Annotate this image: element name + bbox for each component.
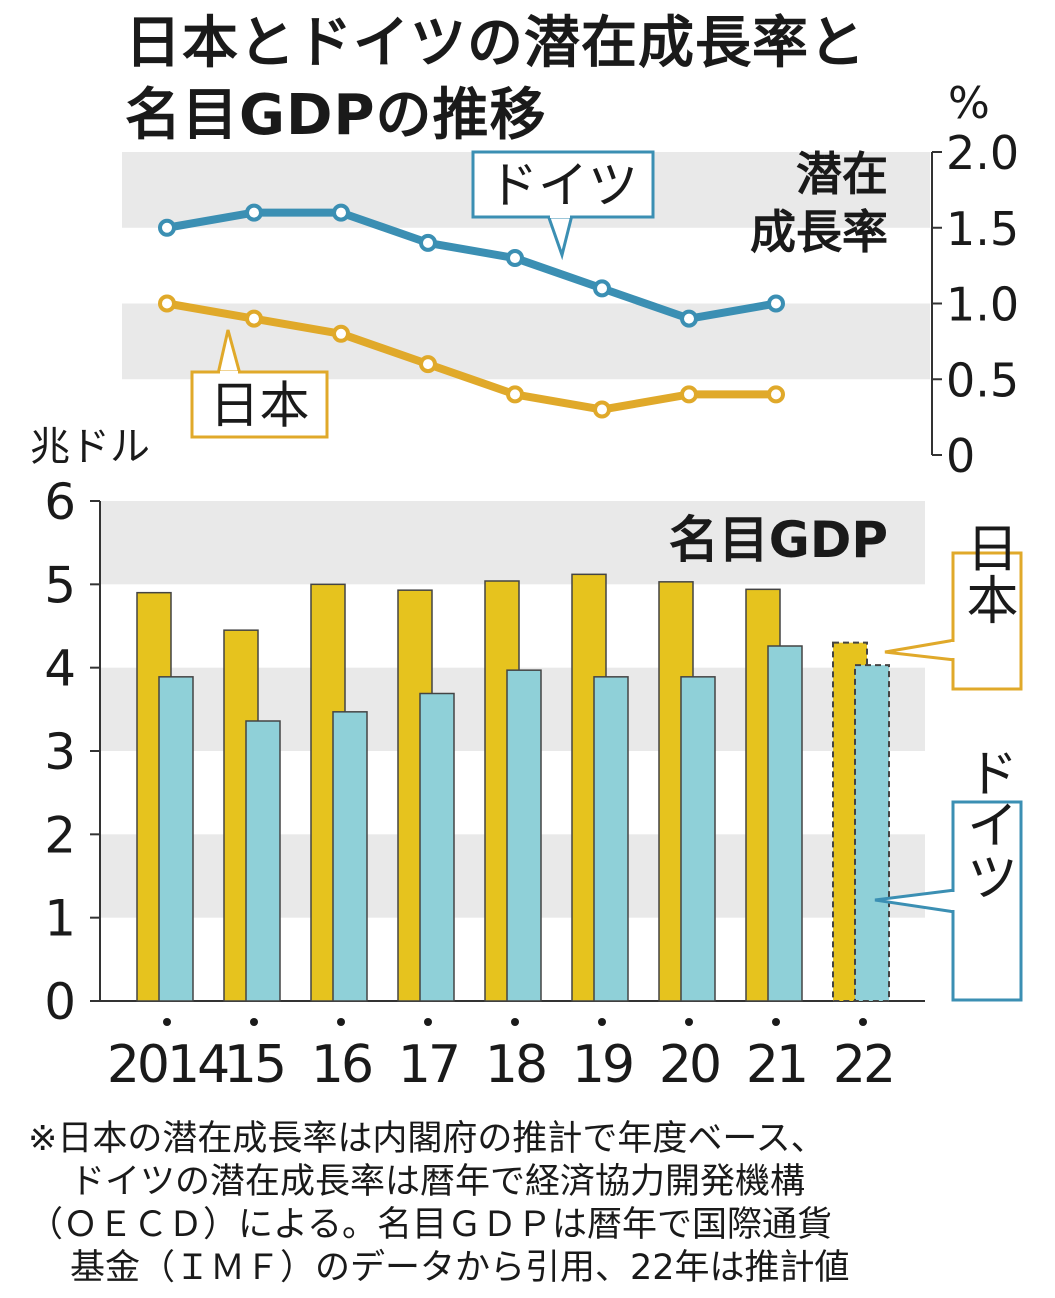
bar-x-tick-dot [772, 1018, 780, 1026]
bar-germany-18 [506, 669, 542, 1002]
bar-legend-japan-label: 日本 [957, 521, 1017, 625]
line-y-unit: % [948, 78, 990, 129]
bar-germany-16 [332, 711, 368, 1002]
line-legend-japan-label: 日本 [210, 377, 310, 435]
bar-germany-19 [593, 676, 629, 1002]
line-y-tick-label: 1.5 [946, 202, 1019, 256]
line-point-germany [419, 233, 437, 252]
bar-x-tick-dot [685, 1018, 693, 1026]
line-point-japan [245, 309, 263, 328]
footnote-line3: （ＯＥＣＤ）による。名目ＧＤＰは暦年で国際通貨 [28, 1205, 832, 1245]
bar-x-tick-label: 20 [659, 1035, 719, 1095]
footnote: ※日本の潜在成長率は内閣府の推計で年度ベース、 ドイツの潜在成長率は暦年で経済協… [28, 1118, 1038, 1290]
chart-title-line2: 名目GDPの推移 [125, 83, 547, 148]
line-point-japan [506, 385, 524, 404]
bar-x-tick-label: 19 [572, 1035, 632, 1095]
bar-x-tick-dot [250, 1018, 258, 1026]
bar-legend-japan-box [951, 551, 1023, 691]
bar-x-tick-label: 16 [311, 1035, 371, 1095]
bar-x-tick-dot [511, 1018, 519, 1026]
bar-legend-japan-cover [951, 642, 957, 658]
line-y-tick-label: 0.5 [946, 353, 1019, 407]
line-point-germany [506, 249, 524, 268]
bar-y-tick-label: 3 [44, 723, 76, 781]
line-point-germany [332, 203, 350, 222]
bar-x-tick-label: 15 [224, 1035, 284, 1095]
line-point-germany [593, 279, 611, 298]
line-legend-germany-tail [546, 214, 574, 261]
line-point-japan [767, 385, 785, 404]
line-point-japan [332, 324, 350, 343]
bar-y-tick-label: 0 [44, 973, 76, 1031]
bar-x-tick-label: 2014 [107, 1035, 228, 1095]
bar-legend-japan-tail [884, 638, 956, 662]
line-y-tick-label: 1.0 [946, 278, 1019, 332]
bar-germany-21 [767, 645, 803, 1002]
line-point-japan [680, 385, 698, 404]
bar-x-tick-dot [337, 1018, 345, 1026]
bar-y-unit: 兆ドル [30, 424, 150, 470]
line-title-1: 潜在 [796, 147, 888, 201]
line-point-germany [680, 309, 698, 328]
line-series-germany [166, 208, 777, 323]
bar-legend-germany-cover [951, 892, 957, 910]
line-legend-japan-box [190, 370, 329, 439]
line-point-germany [245, 203, 263, 222]
line-point-japan [593, 400, 611, 419]
bar-germany-22 [854, 664, 890, 1003]
line-point-germany [767, 294, 785, 313]
bar-x-tick-label: 22 [833, 1035, 893, 1095]
footnote-line4: 基金（ＩＭＦ）のデータから引用、22年は推計値 [70, 1248, 850, 1288]
line-y-tick-label: 2.0 [946, 126, 1019, 180]
bar-x-tick-dot [163, 1018, 171, 1026]
line-legend-japan-tail-cover [220, 371, 238, 376]
bar-germany-2014 [158, 676, 194, 1002]
bar-x-tick-dot [598, 1018, 606, 1026]
chart-title: 日本とドイツの潜在成長率と 名目GDPの推移 [125, 8, 866, 152]
bar-x-tick-dot [859, 1018, 867, 1026]
bar-y-tick-label: 6 [44, 473, 76, 531]
line-legend-germany-label: ドイツ [488, 157, 638, 215]
line-point-japan [158, 294, 176, 313]
line-point-germany [158, 218, 176, 237]
bar-x-tick-label: 17 [398, 1035, 458, 1095]
bar-x-tick-label: 21 [746, 1035, 806, 1095]
bar-y-tick-label: 1 [44, 890, 76, 948]
bar-y-tick-label: 4 [44, 640, 76, 698]
bar-title: 名目GDP [669, 511, 888, 569]
bar-legend-germany-label: ドイツ [957, 746, 1017, 902]
line-y-tick-label: 0 [946, 429, 975, 483]
bar-y-tick-label: 5 [44, 556, 76, 614]
bar-x-tick-dot [424, 1018, 432, 1026]
bar-germany-20 [680, 676, 716, 1002]
line-series-japan [166, 299, 776, 414]
line-title-2: 成長率 [750, 205, 888, 259]
bar-x-tick-label: 18 [485, 1035, 545, 1095]
line-point-japan [419, 355, 437, 374]
footnote-line1: ※日本の潜在成長率は内閣府の推計で年度ベース、 [28, 1119, 826, 1159]
bar-y-tick-label: 2 [44, 806, 76, 864]
line-legend-germany-tail-cover [550, 213, 570, 218]
line-legend-japan-tail [216, 329, 242, 375]
bar-germany-15 [245, 720, 281, 1002]
footnote-line2: ドイツの潜在成長率は暦年で経済協力開発機構 [70, 1162, 806, 1202]
chart-title-line1: 日本とドイツの潜在成長率と [125, 11, 866, 76]
bar-legend-germany-box [951, 800, 1023, 1002]
bar-germany-17 [419, 692, 455, 1002]
bar-legend-germany-tail [874, 888, 956, 914]
bar-band-2 [100, 501, 925, 585]
